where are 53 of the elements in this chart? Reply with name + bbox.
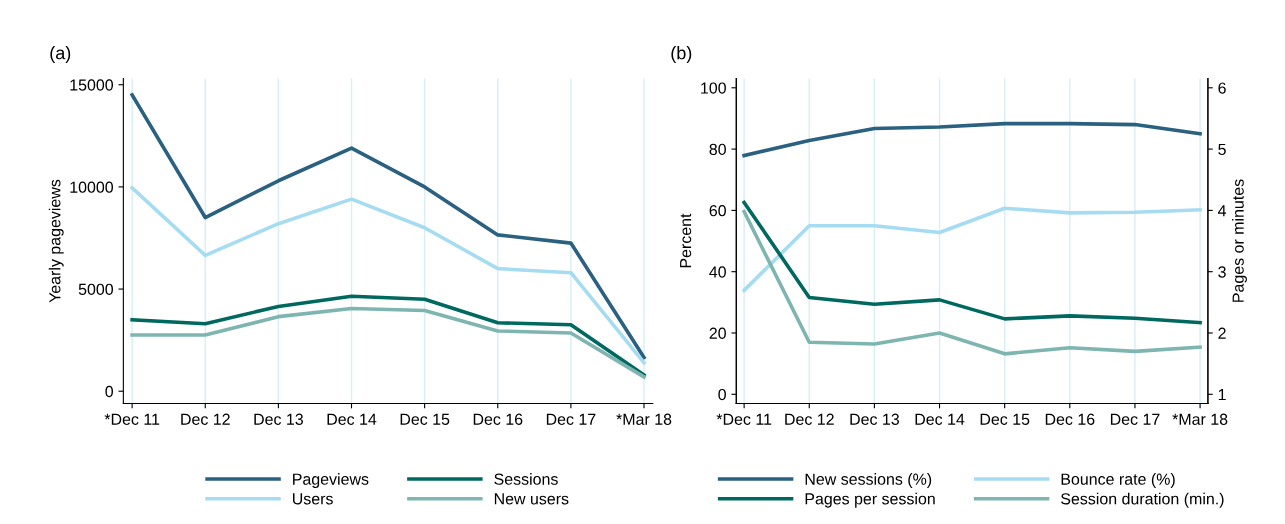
legend-label: Bounce rate (%): [1061, 473, 1175, 488]
x-tick-label: Dec 14: [327, 413, 377, 425]
y-tick-label: 40: [709, 266, 726, 278]
x-tick-label: *Mar 18: [616, 413, 672, 425]
x-tick-label: Dec 17: [546, 413, 596, 425]
line-series: [742, 206, 1202, 293]
y-tick-label: 100: [701, 82, 726, 94]
legend-label: New sessions (%): [805, 473, 932, 488]
y-tick-label: 60: [709, 205, 726, 217]
line-series: [130, 93, 646, 360]
y-tick-label: 15000: [70, 79, 114, 91]
line-series: [130, 306, 646, 379]
x-tick-label: Dec 13: [850, 413, 899, 425]
x-tick-label: Dec 16: [1045, 413, 1095, 425]
x-tick-label: Dec 14: [915, 413, 965, 425]
y-axis-title: Percent: [680, 213, 692, 268]
legend-label: Session duration (min.): [1061, 492, 1224, 508]
x-tick-label: *Mar 18: [1172, 413, 1228, 425]
x-tick-label: Dec 12: [181, 413, 230, 425]
x-tick-label: *Dec 11: [104, 413, 160, 425]
legend-label: Pageviews: [293, 473, 369, 488]
y2-tick-label: 6: [1218, 82, 1226, 94]
y-tick-label: 0: [718, 388, 726, 401]
line-series: [742, 209, 1202, 356]
y2-tick-label: 4: [1217, 205, 1227, 217]
x-tick-label: Dec 13: [254, 413, 303, 425]
y-tick-label: 20: [709, 327, 726, 339]
line-series: [742, 200, 1202, 325]
line-series: [130, 294, 646, 377]
chart-title: (a): [50, 46, 71, 63]
x-tick-label: Dec 12: [785, 413, 834, 425]
legend-label: Users: [293, 493, 333, 505]
legend-label: Pages per session: [805, 492, 935, 508]
line-series: [742, 121, 1202, 158]
chart-title: (b): [671, 46, 692, 63]
legend-label: New users: [494, 493, 569, 505]
y-tick-label: 5000: [78, 283, 114, 295]
x-tick-label: *Dec 11: [716, 413, 772, 425]
x-tick-label: Dec 15: [980, 413, 1030, 425]
y-tick-label: 80: [709, 143, 726, 156]
y-tick-label: 10000: [70, 181, 114, 193]
x-tick-label: Dec 17: [1110, 413, 1160, 425]
y2-tick-label: 5: [1218, 143, 1226, 156]
y2-axis-title: Pages or minutes: [1232, 179, 1247, 302]
y-axis-title: Yearly pageviews: [48, 179, 64, 303]
y2-tick-label: 3: [1218, 266, 1226, 278]
x-tick-label: Dec 16: [473, 413, 523, 425]
line-series: [130, 186, 646, 365]
y2-tick-label: 1: [1218, 389, 1226, 401]
y-tick-label: 0: [105, 385, 114, 398]
y2-tick-label: 2: [1218, 327, 1226, 339]
x-tick-label: Dec 15: [400, 413, 450, 425]
legend-label: Sessions: [494, 473, 558, 485]
